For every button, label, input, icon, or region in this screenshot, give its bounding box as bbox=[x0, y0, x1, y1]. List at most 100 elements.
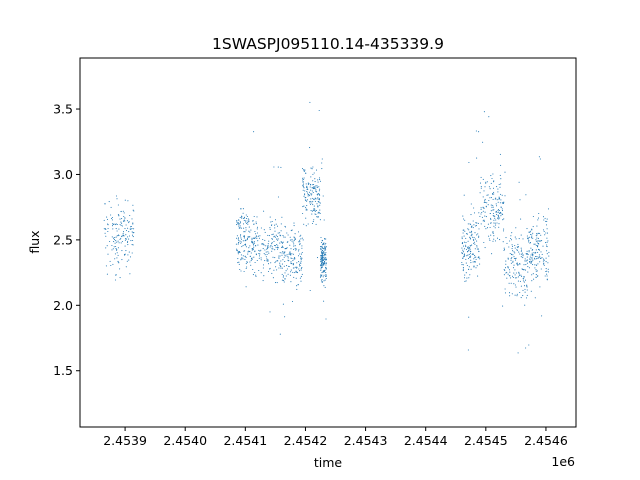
data-point bbox=[277, 166, 279, 168]
data-point bbox=[289, 251, 291, 253]
data-point bbox=[271, 272, 273, 274]
data-point bbox=[284, 251, 286, 253]
data-point bbox=[517, 264, 519, 266]
data-point bbox=[495, 197, 497, 199]
data-point bbox=[128, 231, 130, 233]
data-point bbox=[534, 267, 536, 269]
data-point bbox=[516, 277, 518, 279]
data-point bbox=[543, 230, 545, 232]
data-point bbox=[505, 272, 507, 274]
data-point bbox=[493, 238, 495, 240]
data-point bbox=[120, 237, 122, 239]
data-point bbox=[247, 221, 249, 224]
data-point bbox=[259, 253, 261, 255]
data-point bbox=[129, 214, 131, 217]
data-point bbox=[545, 232, 547, 234]
data-point bbox=[118, 242, 120, 244]
data-point bbox=[117, 240, 119, 242]
data-point bbox=[496, 211, 498, 213]
data-point bbox=[323, 242, 325, 244]
data-point bbox=[470, 223, 472, 226]
data-point bbox=[312, 166, 314, 168]
data-point bbox=[494, 217, 496, 219]
data-point bbox=[117, 261, 119, 263]
data-point bbox=[116, 235, 118, 237]
data-point bbox=[128, 235, 131, 237]
data-point bbox=[309, 202, 311, 204]
data-point bbox=[295, 249, 297, 251]
data-point bbox=[255, 235, 257, 237]
data-point bbox=[105, 228, 107, 230]
data-point bbox=[110, 264, 112, 267]
data-point bbox=[257, 244, 259, 246]
data-point bbox=[503, 218, 505, 220]
data-point bbox=[536, 258, 538, 260]
data-point bbox=[301, 167, 304, 170]
data-point bbox=[248, 221, 250, 223]
data-point bbox=[124, 228, 126, 230]
data-point bbox=[478, 236, 480, 238]
data-point bbox=[262, 280, 264, 282]
data-point bbox=[120, 242, 122, 244]
data-point bbox=[462, 270, 464, 272]
data-point bbox=[468, 247, 470, 249]
data-point bbox=[109, 260, 111, 262]
data-point bbox=[526, 262, 528, 264]
data-point bbox=[547, 268, 549, 270]
data-point bbox=[103, 228, 105, 230]
data-point bbox=[304, 199, 306, 201]
data-point bbox=[480, 187, 482, 189]
x-tick-label: 2.4541 bbox=[223, 433, 267, 448]
data-point bbox=[132, 222, 134, 224]
data-point bbox=[325, 246, 327, 248]
data-point bbox=[104, 202, 106, 205]
data-point bbox=[252, 268, 254, 271]
data-point bbox=[478, 212, 480, 214]
data-point bbox=[519, 291, 521, 294]
data-point bbox=[241, 257, 243, 259]
data-point bbox=[287, 234, 289, 236]
data-point bbox=[522, 257, 524, 259]
data-point bbox=[279, 234, 281, 236]
data-point bbox=[305, 172, 307, 174]
data-point bbox=[322, 270, 324, 272]
data-point bbox=[314, 181, 316, 183]
data-point bbox=[479, 182, 482, 184]
data-point bbox=[322, 276, 324, 278]
data-point bbox=[320, 248, 322, 250]
data-point bbox=[247, 223, 249, 225]
data-point bbox=[132, 204, 134, 206]
data-point bbox=[271, 238, 273, 240]
data-point bbox=[117, 247, 119, 249]
data-point bbox=[497, 191, 499, 193]
data-point bbox=[325, 242, 327, 244]
data-point bbox=[312, 173, 314, 175]
data-point bbox=[246, 266, 248, 268]
data-point bbox=[322, 265, 324, 267]
data-point bbox=[127, 236, 129, 238]
data-point bbox=[520, 250, 522, 252]
data-point bbox=[500, 183, 502, 185]
data-point bbox=[285, 255, 287, 257]
data-point bbox=[293, 240, 295, 242]
data-point bbox=[528, 251, 530, 253]
data-point bbox=[506, 242, 508, 244]
data-point bbox=[528, 250, 530, 252]
data-point bbox=[321, 158, 323, 160]
x-tick-label: 2.4540 bbox=[163, 433, 207, 448]
data-point bbox=[498, 223, 500, 225]
data-point bbox=[499, 217, 501, 219]
data-point bbox=[473, 239, 475, 242]
data-point bbox=[122, 233, 124, 235]
data-point bbox=[307, 223, 309, 225]
data-point bbox=[245, 214, 247, 216]
data-point bbox=[496, 222, 498, 224]
data-point bbox=[543, 264, 545, 266]
data-point bbox=[311, 187, 313, 189]
data-point bbox=[242, 245, 244, 247]
data-point bbox=[513, 272, 515, 274]
data-point bbox=[495, 213, 498, 215]
data-point bbox=[493, 215, 495, 217]
data-point bbox=[281, 263, 283, 265]
data-point bbox=[297, 284, 299, 286]
